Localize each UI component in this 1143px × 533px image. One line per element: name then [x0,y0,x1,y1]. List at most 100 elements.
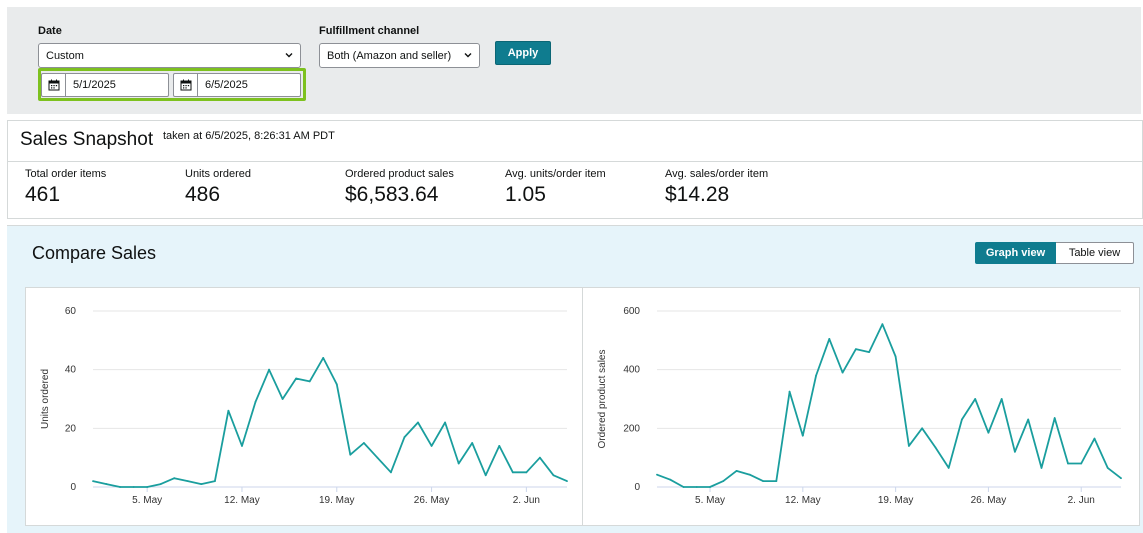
fulfillment-channel-label: Fulfillment channel [319,25,420,37]
metric-avg-units-per-order-item: Avg. units/order item 1.05 [505,168,606,207]
data-point [417,421,419,424]
apply-button[interactable]: Apply [495,41,551,65]
sales-snapshot-title: Sales Snapshot [20,129,154,150]
data-point [907,445,910,447]
table-view-button[interactable]: Table view [1056,242,1134,264]
data-point [227,409,230,412]
metric-label: Ordered product sales [345,168,454,180]
data-point [748,473,751,476]
data-point [105,483,108,485]
data-point [349,453,352,456]
sales-snapshot-header: Sales Snapshot taken at 6/5/2025, 8:26:3… [8,121,1142,162]
y-tick-label: 20 [65,423,77,434]
series-line [656,323,1122,488]
metric-avg-sales-per-order-item: Avg. sales/order item $14.28 [665,168,768,207]
metric-value: $14.28 [665,183,730,206]
data-point [722,480,725,483]
x-tick-label: 12. May [785,495,821,506]
x-tick-label: 26. May [414,495,450,506]
sales-snapshot-panel: Sales Snapshot taken at 6/5/2025, 8:26:3… [7,120,1143,219]
date-range-select[interactable]: Custom [38,43,301,68]
data-point [1080,462,1083,465]
data-point [430,445,433,447]
data-point [281,398,284,400]
data-point [921,427,924,430]
data-point [934,446,937,449]
data-point [815,374,817,377]
date-range-value: Custom [46,49,84,62]
data-point [762,480,764,483]
x-tick-label: 26. May [971,495,1007,506]
data-point [801,434,804,437]
data-point [132,486,135,488]
y-tick-label: 600 [623,306,640,317]
data-point [362,442,365,444]
data-point [200,483,203,485]
fulfillment-channel-select[interactable]: Both (Amazon and seller) [319,43,480,68]
data-point [552,474,555,477]
data-point [987,431,990,434]
y-tick-label: 200 [623,423,640,434]
data-point [241,445,243,447]
calendar-icon[interactable] [42,74,66,96]
data-point [735,469,738,472]
data-point [457,462,460,465]
x-tick-label: 19. May [319,495,355,506]
metric-value: 461 [25,183,61,206]
data-point [1120,477,1122,480]
data-point [376,456,379,459]
data-point [498,445,501,447]
data-point [254,401,257,403]
metric-label: Avg. sales/order item [665,168,769,180]
graph-view-button[interactable]: Graph view [975,242,1056,264]
metric-ordered-product-sales: Ordered product sales $6,583.64 [345,168,454,207]
data-point [566,480,568,483]
metric-value: $6,583.64 [345,183,439,206]
start-date-field[interactable]: 5/1/2025 [41,73,169,97]
ordered-product-sales-chart-svg: 0 200 400 600 5. May 12. May 19. May 26. May 2. … [597,306,1122,506]
calendar-icon[interactable] [174,74,198,96]
data-point [1093,437,1096,440]
data-point [444,421,447,424]
data-point [484,474,487,477]
chevron-down-icon [285,53,293,58]
y-tick-label: 40 [65,365,77,376]
data-point [775,480,778,483]
data-point [868,351,871,353]
compare-sales-title: Compare Sales [32,243,157,263]
data-point [1053,417,1056,419]
data-point [894,355,897,358]
snapshot-timestamp: taken at 6/5/2025, 8:26:31 AM PDT [163,130,335,142]
filter-bar: Date Custom Fulfillment channel Both (Am… [7,7,1141,114]
data-point [828,337,831,340]
data-point [295,377,298,380]
metric-label: Total order items [25,168,107,180]
data-point [146,486,149,488]
y-tick-label: 0 [634,482,640,493]
data-point [119,486,121,488]
data-point [669,478,672,481]
data-point [186,480,189,483]
units-ordered-chart: 0 20 40 60 5. May 12. May 19. May 26. May 2. Jun… [25,287,583,526]
data-point [881,323,884,326]
metric-label: Avg. units/order item [505,168,606,180]
data-point [1040,467,1043,469]
metric-total-order-items: Total order items 461 [25,168,106,207]
y-tick-label: 0 [70,482,76,493]
data-point [525,471,528,474]
data-point [539,456,541,459]
view-toggle: Graph view Table view [975,242,1134,264]
end-date-field[interactable]: 6/5/2025 [173,73,301,97]
data-point [695,486,698,488]
data-point [841,371,844,374]
data-point [335,383,338,386]
data-point [511,471,514,474]
x-tick-label: 12. May [224,495,260,506]
data-point [173,477,176,480]
data-point [1027,418,1030,421]
data-point [159,483,162,485]
data-point [854,348,857,351]
start-date-value: 5/1/2025 [73,79,116,91]
data-point [403,436,406,439]
metric-value: 1.05 [505,183,546,206]
